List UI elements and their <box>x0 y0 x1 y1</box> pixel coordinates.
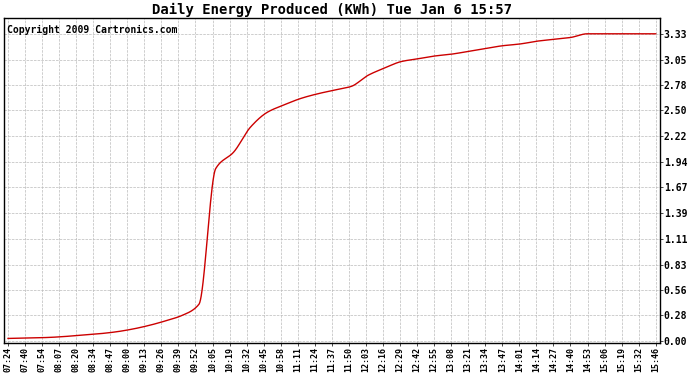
Title: Daily Energy Produced (KWh) Tue Jan 6 15:57: Daily Energy Produced (KWh) Tue Jan 6 15… <box>152 3 512 17</box>
Text: Copyright 2009 Cartronics.com: Copyright 2009 Cartronics.com <box>8 25 178 34</box>
